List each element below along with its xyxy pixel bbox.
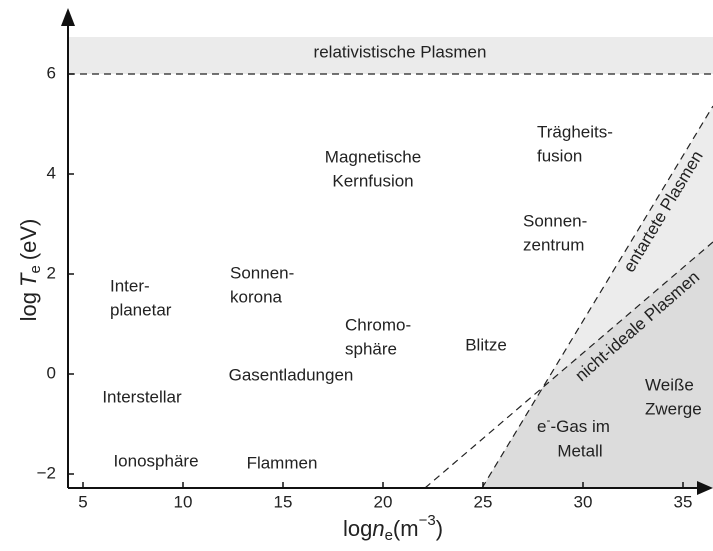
x-tick-label: 5 (78, 492, 87, 511)
region-label: Gasentladungen (229, 365, 354, 384)
y-tick-label: 4 (47, 163, 56, 182)
nonideal-region (482, 242, 713, 488)
x-tick-label: 15 (274, 492, 293, 511)
x-tick-label: 10 (174, 492, 193, 511)
x-axis-label: logne(m−3) (343, 512, 443, 544)
region-label: korona (230, 287, 283, 306)
relativistic-band (68, 37, 713, 74)
region-label: Zwerge (645, 399, 702, 418)
region-label: Chromo- (345, 315, 411, 334)
band-label: relativistische Plasmen (314, 42, 487, 61)
y-tick-label: −2 (37, 463, 56, 482)
region-label: Weiße (645, 375, 694, 394)
region-label: e--Gas im (537, 413, 610, 436)
region-label: Interstellar (102, 387, 182, 406)
x-tick-label: 25 (474, 492, 493, 511)
nonideal-boundary (424, 241, 713, 489)
region-label: Blitze (465, 335, 507, 354)
region-label: fusion (537, 146, 582, 165)
x-arrow (697, 481, 713, 495)
degenerate-boundary (481, 105, 713, 489)
x-tick-label: 20 (374, 492, 393, 511)
region-label: Kernfusion (332, 171, 413, 190)
region-label: Flammen (247, 453, 318, 472)
y-axis-label: logTe(eV) (16, 219, 44, 322)
region-label: Metall (557, 441, 602, 460)
region-label: Sonnen- (230, 263, 294, 282)
y-tick-label: 0 (47, 363, 56, 382)
region-label: Ionosphäre (113, 451, 198, 470)
region-label: Inter- (110, 276, 150, 295)
region-label: Trägheits- (537, 122, 613, 141)
y-tick-label: 2 (47, 263, 56, 282)
x-tick-label: 35 (674, 492, 693, 511)
y-tick-label: 6 (47, 63, 56, 82)
region-label: planetar (110, 300, 172, 319)
region-label: sphäre (345, 339, 397, 358)
x-tick-label: 30 (574, 492, 593, 511)
region-label: zentrum (523, 235, 584, 254)
region-label: Sonnen- (523, 211, 587, 230)
y-arrow (61, 8, 75, 26)
region-label: Magnetische (325, 147, 421, 166)
